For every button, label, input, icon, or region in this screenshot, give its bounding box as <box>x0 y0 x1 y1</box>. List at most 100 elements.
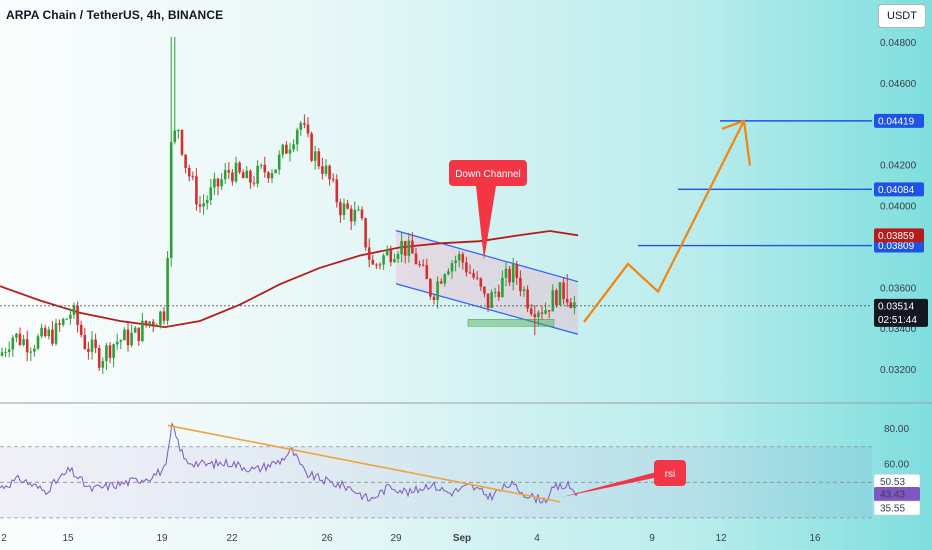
chart-title: ARPA Chain / TetherUS, 4h, BINANCE <box>6 8 224 22</box>
candle-body <box>324 165 328 174</box>
candle-body <box>184 154 187 168</box>
candle-body <box>504 268 508 278</box>
ema-line <box>0 230 579 329</box>
ema-value-label: 0.03859 <box>878 231 915 242</box>
x-tick-label: 15 <box>62 533 74 544</box>
candle-body <box>148 321 151 325</box>
candle-body <box>367 247 371 260</box>
candle-body <box>555 290 558 306</box>
candle-body <box>205 199 209 204</box>
candle-body <box>274 169 277 173</box>
x-tick-label: 22 <box>226 533 238 544</box>
candle-body <box>270 172 274 179</box>
y-tick-label: 0.04000 <box>880 202 917 213</box>
price-level-badge <box>874 113 924 128</box>
candle-body <box>15 333 18 338</box>
candle-body <box>461 254 465 263</box>
candle-body <box>97 347 101 368</box>
candle-body <box>328 165 331 180</box>
candle-body <box>526 289 529 309</box>
candle-body <box>533 314 537 318</box>
x-tick-label: 12 <box>715 533 727 544</box>
rsi-value-badge <box>873 500 921 516</box>
candle-body <box>18 333 22 345</box>
last-price-label: 0.03514 <box>878 301 915 312</box>
candle-body <box>421 264 425 266</box>
rsi-tick-label: 80.00 <box>884 424 909 435</box>
candle-body <box>0 352 4 356</box>
candle-body <box>29 351 33 353</box>
x-tick-label: 16 <box>809 533 821 544</box>
down-channel <box>395 230 579 335</box>
candle-body <box>61 318 65 325</box>
candle-body <box>371 259 375 265</box>
candle-body <box>425 265 429 280</box>
candle-body <box>285 144 288 154</box>
candle-body <box>151 321 155 325</box>
y-tick-label: 0.03400 <box>880 324 917 335</box>
candle-body <box>83 334 87 349</box>
candle-body <box>277 154 281 170</box>
candle-body <box>263 164 267 173</box>
channel-fill <box>396 230 578 335</box>
candle-body <box>4 351 7 353</box>
candle-body <box>378 264 382 266</box>
candle-body <box>299 123 303 130</box>
candle-body <box>497 291 501 297</box>
candle-body <box>508 268 511 283</box>
candle-body <box>396 254 400 260</box>
price-level-badge <box>874 182 924 197</box>
y-tick-label: 0.04200 <box>880 161 917 172</box>
price-level-label: 0.04084 <box>878 185 915 196</box>
callout-label: Down Channel <box>455 169 521 180</box>
candle-body <box>393 259 396 263</box>
projection-path <box>583 119 752 323</box>
candle-body <box>238 162 241 173</box>
candle-body <box>108 345 112 358</box>
candle-body <box>231 172 234 182</box>
candle-body <box>335 179 339 203</box>
candle-body <box>501 277 504 297</box>
x-tick-label: 19 <box>156 533 168 544</box>
candle-body <box>256 165 259 184</box>
down-channel-callout: Down Channel <box>449 160 527 260</box>
candle-body <box>281 144 285 155</box>
candle-body <box>22 339 25 345</box>
candle-body <box>234 162 238 182</box>
candle-body <box>321 166 324 174</box>
candle-body <box>360 209 364 219</box>
candle-body <box>515 264 519 278</box>
candle-body <box>166 258 169 321</box>
candle-body <box>130 332 133 346</box>
rsi-trendline <box>167 424 561 503</box>
candle-body <box>36 336 40 349</box>
x-axis: 2 15 19 22 26 29 Sep 4 9 12 16 <box>1 533 821 544</box>
candle-body <box>479 278 483 287</box>
candle-body <box>252 182 256 184</box>
candle-body <box>87 348 90 352</box>
candle-body <box>198 204 202 207</box>
candle-body <box>33 348 36 352</box>
candle-body <box>472 273 475 278</box>
candle-body <box>245 170 249 179</box>
candle-body <box>569 302 573 309</box>
candle-body <box>450 263 454 272</box>
candle-body <box>72 305 76 315</box>
candle-body <box>123 329 126 341</box>
rsi-tick-label: 60.00 <box>884 460 909 471</box>
candle-body <box>483 286 486 294</box>
candle-body <box>177 129 180 131</box>
y-tick-label: 0.04800 <box>880 38 917 49</box>
candle-body <box>403 240 407 256</box>
candle-body <box>551 290 555 312</box>
candle-body <box>562 282 565 299</box>
candle-body <box>112 344 115 358</box>
candle-body <box>137 327 141 342</box>
candle-body <box>58 323 61 325</box>
candle-body <box>267 172 270 179</box>
currency-button[interactable]: USDT <box>878 4 926 28</box>
channel-lower-line <box>395 283 579 335</box>
candle-body <box>292 144 295 150</box>
candle-body <box>375 264 378 266</box>
